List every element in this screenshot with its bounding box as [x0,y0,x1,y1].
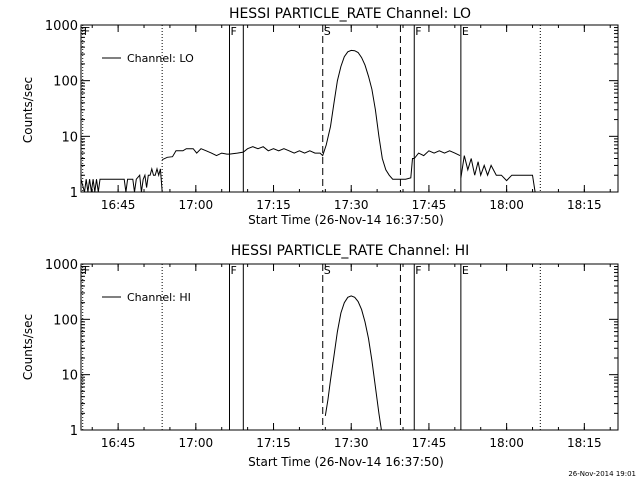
series-line [460,155,536,193]
x-tick-label: 18:00 [489,436,524,450]
y-axis-label-lo: Counts/sec [21,77,35,143]
legend-label: Channel: LO [127,52,194,65]
x-tick-label: 18:15 [567,436,602,450]
series-line [324,295,382,431]
x-tick-label: 18:15 [567,198,602,212]
y-tick-label: 100 [53,75,78,90]
x-tick-label: 17:30 [334,198,369,212]
x-axis-label-hi: Start Time (26-Nov-14 16:37:50) [248,455,444,469]
plot-frame [80,24,619,193]
x-tick-label: 18:00 [489,198,524,212]
y-tick-label: 1000 [45,19,78,34]
x-tick-label: 17:30 [334,436,369,450]
event-marker-label: E [462,25,469,38]
y-tick-label: 1000 [45,258,78,273]
event-marker-label: F [230,25,236,38]
series-line [413,150,461,159]
legend-label: Channel: HI [127,291,191,304]
panel-hi: HESSI PARTICLE_RATE Channel: HI Counts/s… [21,243,619,469]
event-marker-label: F [415,264,421,277]
x-tick-label: 17:00 [179,436,214,450]
x-tick-label: 16:45 [101,436,136,450]
event-marker-label: S [324,25,331,38]
panel-lo: HESSI PARTICLE_RATE Channel: LO Counts/s… [21,6,619,227]
y-axis-label-hi: Counts/sec [21,314,35,380]
event-marker-label: S [324,264,331,277]
event-marker-label: F [84,25,90,38]
event-marker-label: F [230,264,236,277]
y-tick-label: 1 [70,186,78,201]
chart-title-hi: HESSI PARTICLE_RATE Channel: HI [231,243,469,259]
footer-timestamp: 26-Nov-2014 19:01 [568,470,636,478]
y-tick-label: 10 [61,130,78,145]
x-tick-label: 17:45 [412,436,447,450]
x-axis-label-lo: Start Time (26-Nov-14 16:37:50) [248,213,444,227]
x-tick-label: 17:00 [179,198,214,212]
x-tick-label: 17:15 [256,198,291,212]
event-marker-label: E [462,264,469,277]
event-marker-label: F [84,264,90,277]
plot-frame [80,263,619,431]
series-line [80,166,163,193]
series-line [161,49,415,180]
x-tick-label: 16:45 [101,198,136,212]
y-tick-label: 1 [70,424,78,439]
event-marker-label: F [415,25,421,38]
y-tick-label: 10 [61,369,78,384]
chart-title-lo: HESSI PARTICLE_RATE Channel: LO [229,6,471,22]
y-tick-label: 100 [53,313,78,328]
x-tick-label: 17:45 [412,198,447,212]
x-tick-label: 17:15 [256,436,291,450]
